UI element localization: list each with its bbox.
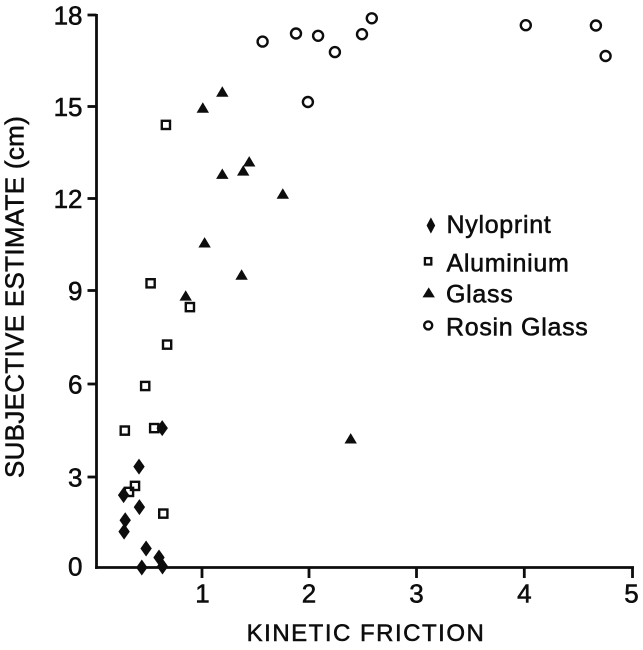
svg-text:1: 1 [195, 578, 209, 608]
svg-text:Rosin Glass: Rosin Glass [446, 313, 588, 341]
svg-text:Nyloprint: Nyloprint [447, 211, 552, 239]
svg-text:KINETIC FRICTION: KINETIC FRICTION [247, 620, 486, 647]
svg-text:5: 5 [624, 578, 638, 608]
svg-text:0: 0 [68, 551, 82, 581]
svg-text:12: 12 [54, 184, 83, 214]
svg-text:4: 4 [517, 578, 531, 608]
svg-text:Aluminium: Aluminium [447, 249, 570, 277]
svg-text:6: 6 [68, 369, 82, 399]
svg-text:9: 9 [68, 276, 82, 306]
svg-text:3: 3 [68, 462, 82, 492]
svg-text:Glass: Glass [446, 280, 513, 308]
svg-text:SUBJECTIVE ESTIMATE (cm): SUBJECTIVE ESTIMATE (cm) [0, 116, 30, 478]
svg-text:3: 3 [409, 578, 423, 608]
svg-text:15: 15 [54, 92, 83, 122]
svg-text:18: 18 [54, 0, 83, 30]
svg-text:2: 2 [302, 578, 316, 608]
